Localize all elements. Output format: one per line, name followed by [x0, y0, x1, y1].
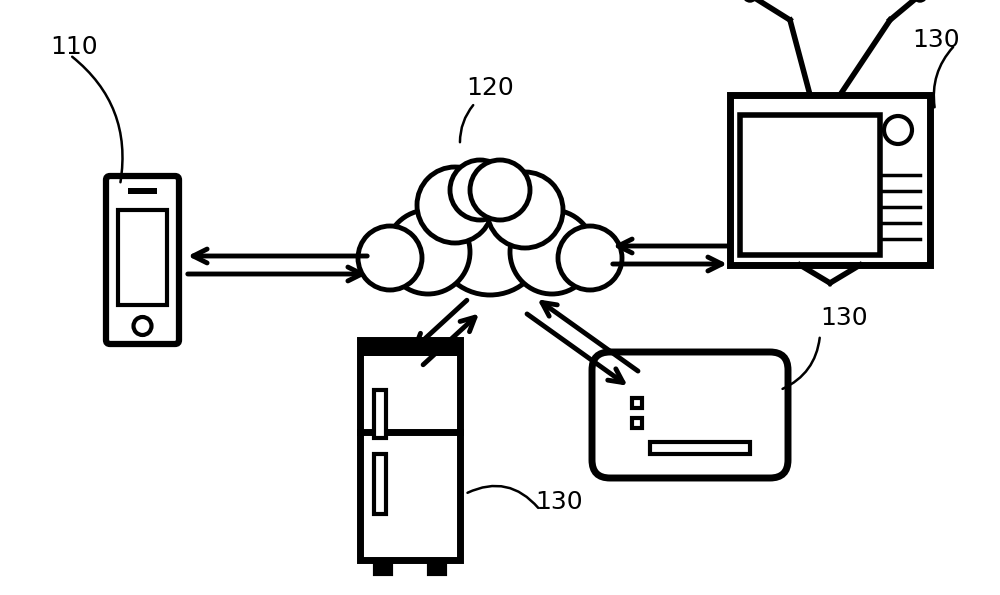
Circle shape [134, 317, 152, 335]
Text: 130: 130 [912, 28, 960, 52]
Bar [429, 560, 445, 574]
Circle shape [487, 172, 563, 248]
Circle shape [435, 185, 545, 295]
Bar [360, 340, 460, 560]
Text: 130: 130 [820, 306, 868, 330]
Circle shape [358, 226, 422, 290]
Circle shape [386, 210, 470, 294]
FancyBboxPatch shape [106, 176, 179, 344]
Bar [650, 442, 750, 454]
Text: 110: 110 [50, 35, 98, 59]
Bar [360, 340, 460, 356]
Bar [128, 188, 157, 194]
Bar [374, 455, 386, 515]
Bar [740, 115, 880, 255]
Circle shape [450, 160, 510, 220]
Bar [374, 390, 386, 438]
Text: 120: 120 [466, 76, 514, 100]
Circle shape [743, 0, 757, 2]
Circle shape [884, 116, 912, 144]
Text: 130: 130 [535, 490, 583, 514]
Bar [632, 398, 642, 408]
Circle shape [470, 160, 530, 220]
Circle shape [558, 226, 622, 290]
Circle shape [510, 210, 594, 294]
Bar [730, 95, 930, 265]
Circle shape [417, 167, 493, 243]
Bar [118, 210, 167, 305]
Circle shape [913, 0, 927, 2]
Bar [375, 560, 391, 574]
FancyBboxPatch shape [592, 352, 788, 478]
Bar [632, 418, 642, 428]
